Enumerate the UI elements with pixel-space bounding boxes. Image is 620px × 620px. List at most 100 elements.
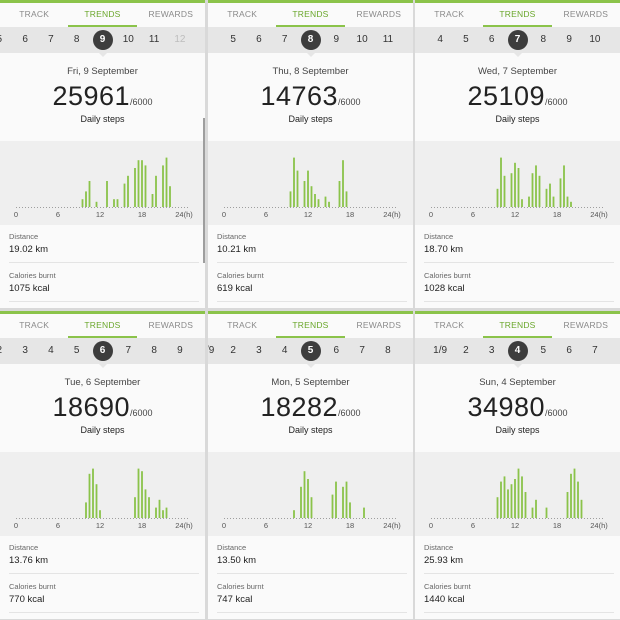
tab-track[interactable]: TRACK (227, 320, 258, 330)
day-item[interactable]: 2 (463, 345, 469, 356)
tab-track[interactable]: TRACK (434, 9, 465, 19)
day-item[interactable]: 10 (589, 34, 601, 45)
day-item[interactable]: 10 (356, 34, 368, 45)
hour-bar (85, 191, 87, 207)
daily-steps-label: Daily steps (288, 425, 333, 435)
selected-day[interactable]: 6 (92, 341, 113, 361)
day-item[interactable]: 4 (48, 345, 54, 356)
hour-bar (538, 175, 541, 207)
distance-stat: Distance 13.50 km (208, 543, 413, 566)
divider (9, 301, 199, 302)
tab-track[interactable]: TRACK (227, 9, 258, 19)
day-item[interactable]: 5 (0, 27, 9, 53)
hour-bar (503, 476, 506, 518)
date-strip[interactable]: 2 3 4 5 6 7 8 9 (0, 338, 205, 368)
selected-day[interactable]: 8 (300, 30, 321, 50)
hour-bar (92, 468, 94, 518)
day-item[interactable]: 10 (122, 34, 134, 45)
hour-bar (328, 201, 330, 207)
distance-label: Distance (217, 543, 247, 552)
day-item[interactable]: 4 (281, 345, 288, 356)
hour-bar (345, 481, 348, 518)
date-strip[interactable]: 5 6 7 8 9 10 11 12 (0, 27, 205, 57)
day-date: Sun, 4 September (479, 377, 556, 388)
tab-rewards[interactable]: REWARDS (148, 9, 194, 19)
day-item[interactable]: 3 (22, 345, 28, 356)
hour-bar (566, 492, 569, 518)
tab-trends[interactable]: TRENDS (68, 3, 137, 27)
day-item[interactable]: 11 (148, 34, 160, 45)
hour-bar (116, 199, 119, 207)
tab-trends[interactable]: TRENDS (68, 314, 137, 338)
tab-track[interactable]: TRACK (434, 320, 465, 330)
tab-rewards[interactable]: REWARDS (563, 9, 609, 19)
tab-track[interactable]: TRACK (19, 320, 50, 330)
step-count: 18282/6000 (208, 392, 413, 422)
selected-day[interactable]: 5 (300, 341, 321, 361)
hour-bar (496, 497, 499, 518)
tab-rewards[interactable]: REWARDS (356, 9, 402, 19)
day-item[interactable]: 2 (0, 338, 9, 364)
day-item[interactable]: 3 (256, 345, 262, 356)
x-tick-label: 24(h) (383, 210, 401, 219)
day-item[interactable]: 4 (437, 34, 443, 45)
tab-trends[interactable]: TRENDS (276, 314, 345, 338)
tab-trends[interactable]: TRENDS (483, 314, 552, 338)
tab-rewards[interactable]: REWARDS (148, 320, 194, 330)
day-item[interactable]: 6 (22, 34, 28, 45)
day-item[interactable]: 7 (48, 34, 54, 45)
tab-trends[interactable]: TRENDS (483, 3, 552, 27)
tab-bar: TRACK TRENDS REWARDS (0, 3, 205, 27)
steps-panel: TRACK TRENDS REWARDS 1/9 2 3 4 5 6 7 Sun, 4 Septem… (415, 311, 620, 619)
hour-bar (570, 473, 572, 518)
x-tick-label: 24(h) (590, 521, 608, 530)
day-item[interactable]: 5 (230, 34, 236, 45)
day-item[interactable]: 8 (385, 345, 391, 356)
day-item[interactable]: 9 (566, 34, 572, 45)
tab-trends[interactable]: TRENDS (276, 3, 345, 27)
day-item[interactable]: 7 (359, 345, 365, 356)
day-item[interactable]: 9 (333, 34, 340, 45)
x-tick-label: 18 (553, 521, 561, 530)
selected-day[interactable]: 7 (507, 30, 528, 50)
day-item[interactable]: 8 (540, 34, 547, 45)
tab-track[interactable]: TRACK (19, 9, 50, 19)
day-item[interactable]: 11 (382, 34, 394, 45)
x-tick-label: 6 (471, 210, 475, 219)
date-strip[interactable]: 5 6 7 8 9 10 11 (208, 27, 413, 57)
tab-rewards[interactable]: REWARDS (563, 320, 609, 330)
tab-rewards[interactable]: REWARDS (356, 320, 402, 330)
day-item[interactable]: 5 (73, 345, 80, 356)
day-item[interactable]: 3 (488, 345, 495, 356)
day-item[interactable]: 6 (566, 345, 572, 356)
distance-value: 13.50 km (217, 555, 257, 566)
day-item[interactable]: 6 (333, 345, 340, 356)
day-item[interactable]: 2 (230, 345, 236, 356)
distance-stat: Distance 18.70 km (415, 232, 620, 255)
hour-bar (148, 497, 150, 518)
day-item[interactable]: 7 (592, 345, 598, 356)
scrollbar[interactable] (203, 118, 205, 263)
selected-day-pointer (513, 53, 522, 57)
day-item[interactable]: 5 (540, 345, 547, 356)
day-item[interactable]: 7 (125, 345, 132, 356)
date-strip[interactable]: 1/9 2 3 4 5 6 7 (415, 338, 620, 368)
day-item[interactable]: 6 (488, 34, 495, 45)
hour-bar (528, 196, 530, 207)
day-item[interactable]: 1/9 (433, 345, 448, 356)
date-strip[interactable]: 1/9 2 3 4 5 6 7 8 (208, 338, 413, 368)
hour-bar (155, 175, 157, 207)
day-item[interactable]: 1/9 (208, 345, 215, 356)
hour-bar (517, 168, 520, 207)
tab-bar: TRACK TRENDS REWARDS (208, 314, 413, 338)
day-item[interactable]: 6 (256, 34, 262, 45)
selected-day[interactable]: 9 (92, 30, 113, 50)
day-item[interactable]: 12 (174, 34, 186, 45)
date-strip[interactable]: 4 5 6 7 8 9 10 (415, 27, 620, 57)
day-item[interactable]: 5 (463, 34, 469, 45)
selected-day[interactable]: 4 (507, 341, 528, 361)
day-item[interactable]: 9 (177, 345, 183, 356)
day-item[interactable]: 8 (73, 34, 80, 45)
day-item[interactable]: 7 (281, 34, 288, 45)
day-item[interactable]: 8 (151, 345, 157, 356)
